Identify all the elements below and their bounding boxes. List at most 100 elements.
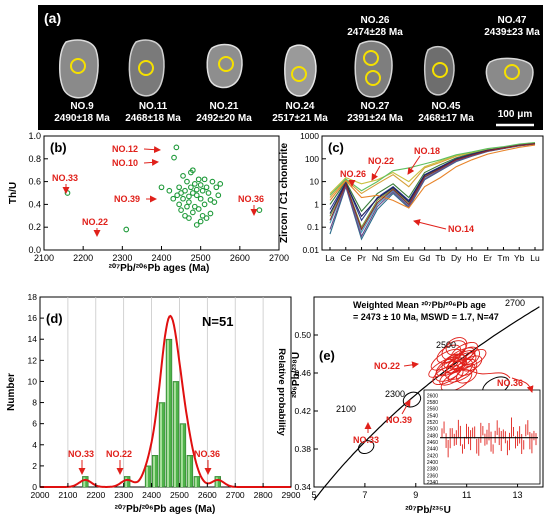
data-point	[186, 215, 192, 221]
y-tick-label: 0.1	[307, 222, 319, 232]
histogram-bar	[144, 465, 152, 488]
histogram-bar	[165, 338, 173, 488]
grain-name-47: NO.47	[498, 15, 527, 26]
inset-tick-label: 2560	[427, 407, 438, 413]
histogram-bar	[151, 455, 159, 488]
x-tick-label: 2300	[114, 490, 133, 500]
x-tick-label: Yb	[514, 253, 525, 263]
x-tick-label: 2400	[151, 253, 171, 263]
data-point	[195, 206, 202, 212]
panel-b-frame	[43, 135, 280, 251]
panel-e: (e) 5 7 9 11 13 0.34 0.38 0.42 0.46 0.50 2100 230…	[291, 296, 544, 516]
y-tick-label: 0.4	[28, 199, 41, 209]
zircon-grain-47	[485, 57, 534, 97]
grain-name-11: NO.11	[139, 101, 168, 112]
analysis-ellipse	[440, 369, 473, 393]
grain-age-45: 2468±17 Ma	[418, 113, 474, 124]
analysis-spot-21	[218, 56, 234, 72]
panel-b-label: (b)	[50, 140, 67, 155]
x-tick-label: La	[325, 253, 335, 263]
scale-bar-label: 100 μm	[498, 109, 533, 120]
panel-a-label: (a)	[44, 10, 61, 26]
annotation-c-no22: NO.22	[368, 156, 394, 166]
data-point	[166, 187, 173, 194]
analysis-ellipse	[456, 366, 478, 384]
panel-a: (a) NO.9 2490±18 Ma NO.11 2468±18 Ma NO.…	[38, 5, 543, 130]
data-point	[209, 178, 216, 185]
y-tick-label: 14	[28, 334, 38, 344]
data-point	[180, 173, 186, 179]
histogram-bar	[82, 476, 89, 488]
x-tick-label: Tm	[497, 253, 509, 263]
grain-age-24: 2517±21 Ma	[272, 113, 328, 124]
arrow-e-no22	[403, 361, 419, 369]
y-tick-label: 2	[32, 461, 37, 471]
inset-tick-label: 2500	[427, 427, 438, 433]
annotation-e-no33: NO.33	[353, 435, 379, 445]
data-point	[193, 222, 200, 228]
histogram-bar-highlight	[194, 477, 197, 487]
annotation-e-no22: NO.22	[374, 361, 400, 371]
inset-tick-label: 2440	[427, 447, 438, 453]
analysis-ellipse	[436, 344, 462, 364]
histogram-bar	[179, 423, 187, 488]
x-tick-label: 2200	[86, 490, 105, 500]
panel-c-frame	[321, 135, 544, 251]
data-point	[189, 167, 196, 174]
grain-name-21: NO.21	[210, 101, 239, 112]
x-tick-label: Eu	[404, 253, 415, 263]
zircon-grain-9	[59, 39, 99, 99]
outlier-ellipse	[402, 391, 422, 408]
data-point	[201, 201, 208, 208]
x-tick-label: Pr	[357, 253, 366, 263]
data-point	[186, 193, 192, 200]
data-point	[203, 215, 210, 221]
data-point	[197, 182, 204, 188]
data-point	[201, 176, 208, 183]
concordia-age-2500: 2500	[436, 340, 456, 350]
x-tick-label: Ho	[466, 253, 477, 263]
histogram-bar-highlight	[187, 456, 190, 487]
analysis-ellipse	[462, 349, 487, 367]
y-tick-label: 1	[314, 199, 319, 209]
annotation-no12: NO.12	[112, 144, 138, 154]
y-tick-label: 0.0	[28, 245, 41, 255]
y-tick-label: 0.2	[28, 222, 41, 232]
grain-age-9: 2490±18 Ma	[54, 113, 110, 124]
arrow-no12	[143, 146, 161, 154]
probability-density-curve	[40, 314, 291, 488]
arrow-no10	[143, 158, 159, 166]
concordia-age-2700: 2700	[505, 298, 525, 308]
x-tick-label: 2400	[142, 490, 161, 500]
data-point	[197, 195, 204, 202]
grain-age-21: 2492±20 Ma	[196, 113, 252, 124]
panel-e-subtitle: = 2473 ± 10 Ma, MSWD = 1.7, N=47	[353, 312, 499, 322]
panel-d-label: (d)	[46, 311, 63, 326]
inset-tick-label: 2340	[427, 480, 438, 486]
annotation-e-no39: NO.39	[386, 415, 412, 425]
x-tick-label: Er	[483, 253, 492, 263]
x-tick-label: Sm	[387, 253, 400, 263]
analysis-ellipse	[443, 347, 475, 369]
grain-age-11: 2468±18 Ma	[125, 113, 181, 124]
x-tick-label: 7	[362, 490, 367, 500]
annotation-no39: NO.39	[114, 194, 140, 204]
x-tick-label: 2700	[226, 490, 245, 500]
x-tick-label: 2500	[170, 490, 189, 500]
data-point	[180, 195, 186, 202]
data-point	[193, 186, 200, 193]
panel-d-y2label: Relative probability	[276, 348, 287, 436]
x-tick-label: Tb	[435, 253, 445, 263]
data-point	[215, 192, 222, 199]
zircon-grain-11	[128, 39, 165, 97]
arrow-c-no22	[371, 165, 381, 181]
curved-arrow-no36-b	[511, 377, 534, 393]
histogram-bar-highlight	[146, 466, 149, 487]
y-tick-label: 12	[28, 355, 38, 365]
data-point	[211, 199, 218, 205]
inset-tick-label: 2400	[427, 460, 438, 466]
data-point	[184, 203, 190, 210]
arrow-c-no18	[407, 155, 421, 175]
histogram-bar-highlight	[83, 477, 86, 487]
analysis-ellipse	[444, 358, 474, 380]
